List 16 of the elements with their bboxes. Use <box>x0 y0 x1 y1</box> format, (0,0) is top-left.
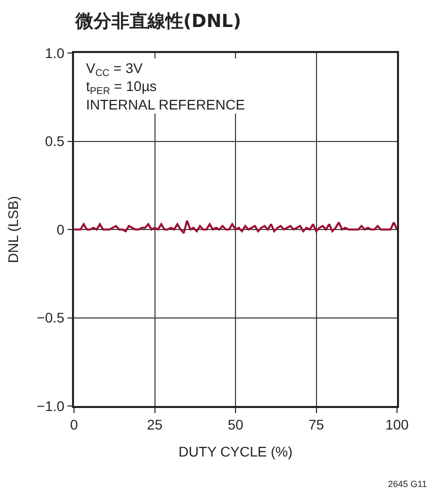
y-tick-label: 0.5 <box>44 133 65 150</box>
y-tick-label: −0.5 <box>36 310 65 326</box>
y-axis-title: DNL (LSB) <box>4 196 21 264</box>
y-tick-label: 0 <box>56 221 65 238</box>
chart-title: 微分非直線性(DNL) <box>74 11 242 32</box>
line-series <box>74 220 397 234</box>
x-tick-label: 50 <box>228 416 244 433</box>
y-tick-label: 1.0 <box>44 44 65 61</box>
text: 2645 G11 <box>388 479 427 488</box>
x-axis-title: DUTY CYCLE (%) <box>178 443 293 460</box>
x-tick-label: 0 <box>70 416 78 433</box>
x-tick-label: 100 <box>385 416 409 433</box>
x-tick-label: 25 <box>146 416 163 433</box>
text: V$_{CC}$ = 3V t$_{PER}$ = 10µs INTERNAL REFERENCE <box>86 60 245 112</box>
y-tick-label: −1.0 <box>36 398 65 414</box>
x-tick-label: 75 <box>308 416 324 433</box>
